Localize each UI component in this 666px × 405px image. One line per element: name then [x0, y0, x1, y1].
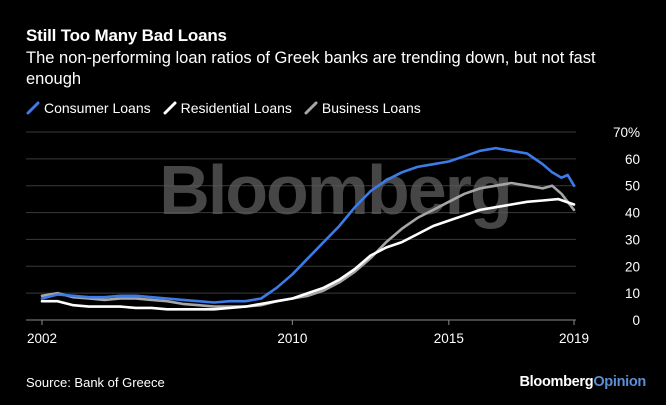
- y-tick-label: 70%: [613, 125, 640, 140]
- y-tick-label: 20: [625, 259, 640, 274]
- series-line-residential: [40, 197, 576, 311]
- y-tick-label: 10: [625, 286, 640, 301]
- series-line-business: [40, 181, 576, 308]
- chart-legend: Consumer Loans Residential Loans Busines…: [26, 100, 433, 116]
- bloomberg-watermark: Bloomberg: [159, 151, 510, 229]
- chart-title: Still Too Many Bad Loans: [26, 26, 227, 45]
- y-tick-label: 0: [632, 313, 640, 328]
- series-line-consumer: [40, 146, 576, 304]
- x-tick-label: 2015: [434, 331, 464, 346]
- bloomberg-opinion-logo: BloombergOpinion: [519, 374, 646, 390]
- legend-label-consumer: Consumer Loans: [44, 100, 151, 116]
- x-tick-label: 2010: [277, 331, 307, 346]
- legend-label-business: Business Loans: [321, 100, 421, 116]
- y-tick-label: 30: [625, 232, 640, 247]
- y-tick-label: 40: [625, 206, 640, 221]
- legend-swatch-business: [304, 101, 318, 115]
- y-tick-label: 60: [625, 152, 640, 167]
- series-lines: [40, 146, 576, 311]
- legend-swatch-consumer: [26, 101, 40, 115]
- x-axis-ticks: 2002 2010 2015 2019: [27, 320, 589, 346]
- legend-item-consumer: Consumer Loans: [26, 100, 151, 116]
- brand-main: Bloomberg: [519, 374, 594, 390]
- gridlines: [26, 131, 576, 321]
- y-axis-ticks: 0 10 20 30 40 50 60 70%: [613, 125, 640, 328]
- legend-swatch-residential: [163, 101, 177, 115]
- source-note: Source: Bank of Greece: [26, 375, 165, 390]
- legend-label-residential: Residential Loans: [180, 100, 292, 116]
- brand-accent: Opinion: [593, 374, 646, 390]
- legend-item-business: Business Loans: [304, 100, 421, 116]
- y-tick-label: 50: [625, 179, 640, 194]
- chart-subtitle: The non-performing loan ratios of Greek …: [26, 49, 596, 88]
- x-tick-label: 2019: [559, 331, 589, 346]
- legend-item-residential: Residential Loans: [163, 100, 292, 116]
- x-tick-label: 2002: [27, 331, 57, 346]
